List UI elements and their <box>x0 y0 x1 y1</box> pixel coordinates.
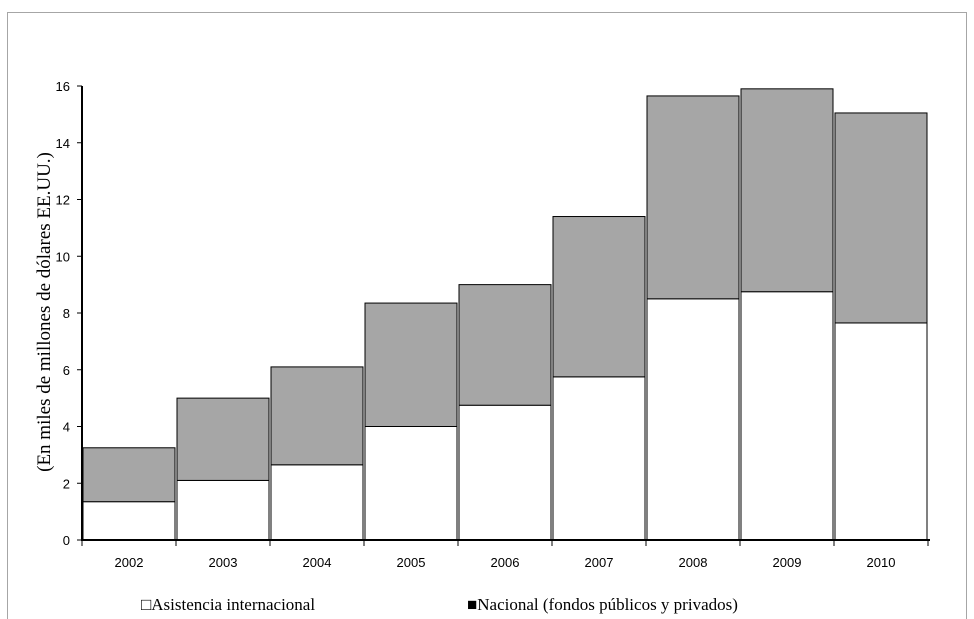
legend-label-nacional: Nacional (fondos públicos y privados) <box>477 595 738 614</box>
y-axis-label: (En miles de millones de dólares EE.UU.) <box>34 152 55 472</box>
bar-nacional-2003 <box>176 397 270 481</box>
bar-asistencia-2004 <box>270 464 364 541</box>
bar-nacional-2010 <box>834 112 928 324</box>
y-tick-label: 4 <box>63 420 70 435</box>
y-tick-label: 0 <box>63 533 70 548</box>
legend: □Asistencia internacional ■Nacional (fon… <box>141 595 738 614</box>
bar-asistencia-2006 <box>458 404 552 541</box>
bar-asistencia-2002 <box>82 501 176 541</box>
legend-label-asistencia: Asistencia internacional <box>151 595 315 614</box>
legend-marker-asistencia: □ <box>141 595 151 614</box>
bar-nacional-2004 <box>270 366 364 466</box>
y-tick-label: 12 <box>56 193 70 208</box>
x-tick-label-2009: 2009 <box>773 555 802 570</box>
x-tick-label-2006: 2006 <box>491 555 520 570</box>
y-tick-label: 10 <box>56 249 70 264</box>
x-ticks: 2002 2003 2004 2005 2006 2007 2008 2009 2010 <box>81 540 929 570</box>
y-tick-label: 14 <box>56 136 70 151</box>
legend-item-nacional: ■Nacional (fondos públicos y privados) <box>467 595 738 614</box>
bar-nacional-2007 <box>552 216 646 378</box>
y-tick-label: 16 <box>56 79 70 94</box>
bar-nacional-2006 <box>458 284 552 406</box>
bar-asistencia-2008 <box>646 298 740 541</box>
bar-asistencia-2010 <box>834 322 928 541</box>
y-ticks: 0 2 4 6 8 10 12 14 16 <box>56 79 82 548</box>
legend-marker-nacional: ■ <box>467 595 477 614</box>
y-tick-label: 2 <box>63 476 70 491</box>
bar-asistencia-2003 <box>176 479 270 541</box>
chart-frame <box>7 12 967 619</box>
legend-item-asistencia: □Asistencia internacional <box>141 595 315 614</box>
bar-asistencia-2005 <box>364 426 458 541</box>
y-tick-label: 8 <box>63 306 70 321</box>
bar-nacional-2009 <box>740 88 834 293</box>
y-tick-label: 6 <box>63 363 70 378</box>
x-tick-label-2004: 2004 <box>303 555 332 570</box>
bar-asistencia-2009 <box>740 291 834 541</box>
x-tick-label-2003: 2003 <box>209 555 238 570</box>
bar-nacional-2008 <box>646 95 740 300</box>
bar-nacional-2002 <box>82 447 176 503</box>
bar-nacional-2005 <box>364 302 458 428</box>
x-tick-label-2005: 2005 <box>397 555 426 570</box>
x-tick-label-2008: 2008 <box>679 555 708 570</box>
x-tick-label-2002: 2002 <box>115 555 144 570</box>
bars <box>82 88 928 541</box>
bar-asistencia-2007 <box>552 376 646 541</box>
x-tick-label-2010: 2010 <box>867 555 896 570</box>
x-tick-label-2007: 2007 <box>585 555 614 570</box>
